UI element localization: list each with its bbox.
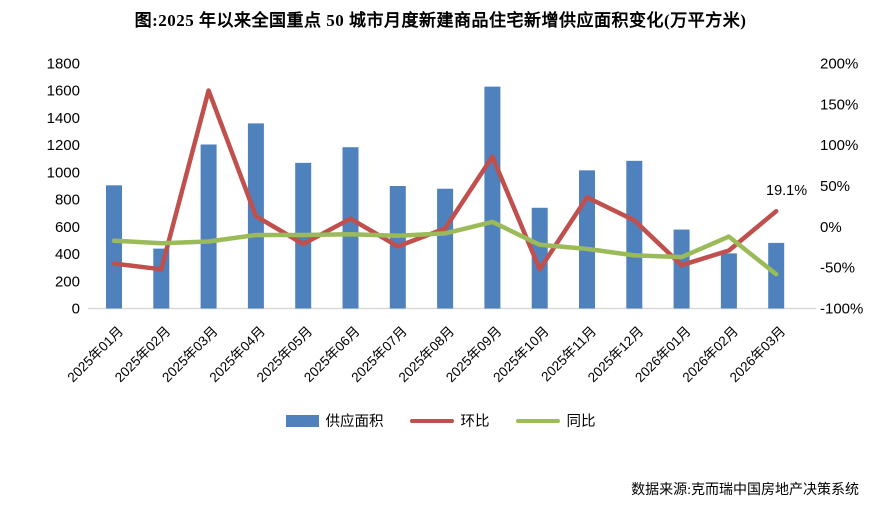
supply-area-bar	[673, 229, 690, 309]
left-axis-tick-label: 0	[72, 301, 80, 318]
supply-area-bar	[106, 185, 122, 309]
supply-area-bar	[579, 170, 595, 309]
mom-line	[111, 88, 779, 272]
left-axis-tick-label: 800	[55, 192, 80, 209]
right-axis-tick-label: -100%	[820, 301, 863, 318]
right-axis-tick-label: -50%	[820, 260, 855, 277]
left-axis-tick-label: 1000	[47, 164, 80, 181]
legend-swatch-supply-area	[285, 414, 319, 427]
supply-area-bar	[626, 160, 643, 309]
mom-point-data-label: 19.1%	[766, 183, 808, 199]
right-axis-tick-label: 150%	[820, 96, 858, 113]
supply-area-bar	[342, 147, 359, 309]
left-axis-tick-label: 1600	[47, 83, 80, 100]
chart-legend: 供应面积 环比 同比	[0, 410, 881, 431]
yoy-line	[111, 219, 779, 277]
legend-label-supply-area: 供应面积	[325, 414, 384, 430]
supply-area-bar	[531, 207, 548, 309]
right-axis-tick-label: 0%	[820, 219, 842, 236]
supply-area-bar	[153, 248, 170, 309]
left-axis-tick-label: 1200	[47, 137, 80, 154]
left-axis-tick-label: 600	[55, 219, 80, 236]
data-source-note: 数据来源:克而瑞中国房地产决策系统	[631, 483, 859, 498]
left-axis-tick-label: 1400	[47, 110, 80, 127]
right-axis-tick-label: 100%	[820, 137, 858, 154]
right-axis-tick-label: 200%	[820, 56, 858, 73]
legend-swatch-yoy-line	[515, 418, 560, 423]
left-axis-tick-label: 1800	[47, 56, 80, 73]
supply-area-bar	[720, 253, 737, 309]
legend-label-yoy: 同比	[566, 414, 596, 430]
supply-area-bar	[484, 86, 501, 309]
chart-title: 图:2025 年以来全国重点 50 城市月度新建商品住宅新增供应面积变化(万平方…	[134, 11, 747, 30]
left-axis-tick-label: 200	[55, 273, 80, 290]
right-axis-tick-label: 50%	[820, 178, 850, 195]
legend-swatch-mom-line	[409, 418, 454, 423]
legend-label-mom: 环比	[460, 414, 490, 430]
supply-area-bar	[200, 144, 217, 309]
left-axis-tick-label: 400	[55, 246, 80, 263]
supply-area-bar	[437, 188, 454, 309]
